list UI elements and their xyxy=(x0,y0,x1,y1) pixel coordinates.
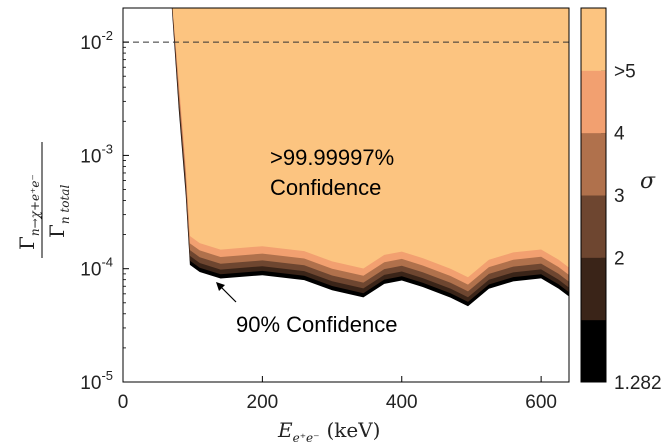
y-tick-label: 10-2 xyxy=(80,28,113,54)
confidence-regions xyxy=(171,8,569,307)
colorbar-tick-label: 4 xyxy=(614,124,625,145)
colorbar-tick-label: 2 xyxy=(614,248,625,269)
x-tick-label: 0 xyxy=(118,392,129,413)
svg-text:Γn→χ+e⁺e⁻: Γn→χ+e⁺e⁻ xyxy=(15,174,42,250)
colorbar-segment xyxy=(581,132,606,196)
y-axis-ticks: 10-5 10-4 10-3 10-2 xyxy=(80,7,129,394)
x-tick-label: 400 xyxy=(386,392,418,413)
y-axis-label: Γn→χ+e⁺e⁻ Γn total xyxy=(15,142,72,258)
x-axis-ticks: 0 200 400 600 xyxy=(118,376,557,413)
confidence-90-label: 90% Confidence xyxy=(236,312,397,337)
svg-text:Γn total: Γn total xyxy=(45,185,72,238)
colorbar-tick-label: >5 xyxy=(614,61,636,82)
x-tick-label: 600 xyxy=(525,392,557,413)
y-tick-label: 10-5 xyxy=(80,368,113,394)
confidence-high-label-line1: >99.99997% xyxy=(270,145,394,170)
colorbar-segment xyxy=(581,195,606,258)
y-tick-label: 10-3 xyxy=(80,141,113,167)
colorbar-segment xyxy=(581,70,606,134)
x-axis-label: Ee⁺e⁻ (keV) xyxy=(277,418,381,443)
colorbar: 1.282 2 3 4 >5 xyxy=(581,8,662,394)
colorbar-tick-label: 1.282 xyxy=(614,373,662,394)
colorbar-label: σ xyxy=(640,169,656,194)
plot-frame xyxy=(122,7,570,383)
colorbar-segment xyxy=(581,257,606,321)
colorbar-frame xyxy=(580,7,607,383)
colorbar-segment xyxy=(581,8,606,71)
x-tick-label: 200 xyxy=(247,392,279,413)
main-fill-region xyxy=(172,8,569,278)
colorbar-tick-label: 3 xyxy=(614,186,625,207)
y-tick-label: 10-4 xyxy=(80,255,113,281)
confidence-high-label-line2: Confidence xyxy=(270,175,381,200)
colorbar-segment xyxy=(581,319,606,383)
annotation-arrowhead xyxy=(216,282,225,291)
